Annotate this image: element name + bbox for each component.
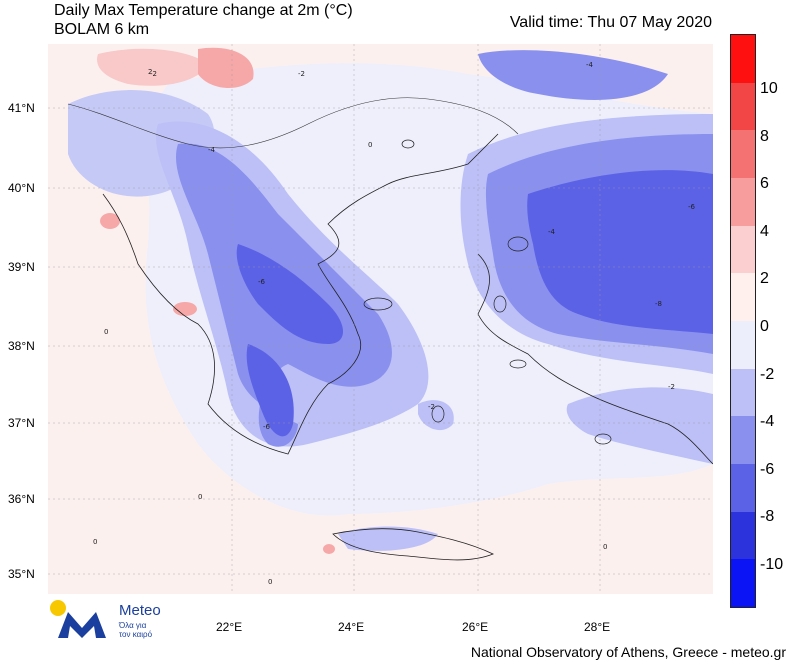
colorbar-swatch-4 [731,225,755,274]
colorbar-swatch-10 [731,511,755,560]
island-lesvos [507,236,529,252]
coastline-turkey [477,253,713,465]
field-plus2-corfu [100,213,120,229]
coastline-crete [332,528,494,561]
colorbar-label-minus6: -6 [760,461,775,478]
colorbar-swatch-11 [731,559,755,607]
coastline-mainland [102,133,499,455]
contour-label-10: -2 [428,403,435,411]
contour-label-6: -8 [655,300,662,308]
logo-tagline-1: Όλα για [119,621,147,630]
valid-time: Valid time: Thu 07 May 2020 [509,14,712,31]
logo-tagline: Όλα για τον καιρό [119,621,152,639]
colorbar-swatch-8 [731,416,755,464]
meteo-logo [50,600,106,638]
contour-label-3: -6 [258,278,266,286]
field-minus6-central [236,244,343,344]
field-plus2-north [97,48,208,86]
colorbar-label-6: 6 [760,175,769,192]
contour-label-11: 0 [104,328,108,336]
colorbar-label-minus10: -10 [760,556,784,573]
colorbar-label-10: 10 [760,80,778,97]
field-plus2-north-b [198,47,254,89]
lon-label-26: 26°E [462,620,489,634]
colorbar-swatch-1 [731,82,755,131]
footer-credit: National Observatory of Athens, Greece -… [470,644,786,660]
colorbar-label-minus4: -4 [760,413,775,430]
contour-label-16: 2 [148,68,152,76]
logo-sun-icon [50,600,66,616]
contour-label-18: -4 [586,61,594,69]
graticule [48,44,713,594]
lat-label-40: 40°N [8,181,35,195]
contour-label-14: 0 [268,578,272,586]
island-samos [509,359,527,369]
contour-label-12: 0 [198,493,202,501]
colorbar-swatch-7 [731,368,755,417]
lat-label-35: 35°N [8,567,35,581]
logo-m-icon [58,612,106,638]
field-plus2-crete-west [323,544,335,554]
field-minus6-peloponnese [246,344,294,437]
lat-label-36: 36°N [8,492,35,506]
colorbar-label-0: 0 [760,318,769,335]
contour-label-2: -4 [208,146,216,154]
temperature-change-map: -2 -4 -6 -6 -6 -8 -4 -2 -2 -2 0 0 0 0 0 … [48,44,713,594]
island-chios [493,295,507,313]
colorbar-label-8: 8 [760,128,769,145]
island-naxos [431,405,445,423]
contour-label-1: -2 [150,70,157,78]
contour-label-13: 0 [93,538,97,546]
logo-tagline-2: τον καιρό [119,630,153,639]
contour-label-15: 0 [603,543,607,551]
contour-label-9: -2 [668,383,675,391]
colorbar-swatch-6 [731,320,755,369]
contour-label-4: -6 [263,423,271,431]
colorbar-label-minus8: -8 [760,508,775,525]
island-rhodes [594,433,612,445]
field-minus2-cyclades [418,400,454,431]
contour-label-7: -4 [548,228,556,236]
colorbar-swatch-0 [731,35,755,83]
field-minus2-southeast [566,387,713,464]
field-plus2-patras [173,302,197,316]
colorbar-label-4: 4 [760,223,769,240]
field-minus4-northeast [478,50,668,100]
lon-label-22: 22°E [216,620,243,634]
colorbar-swatch-3 [731,177,755,226]
lat-label-41: 41°N [8,101,35,115]
island-thasos [401,139,415,149]
colorbar-label-2: 2 [760,270,769,287]
lat-label-37: 37°N [8,416,35,430]
colorbar-swatch-2 [731,130,755,178]
field-minus6-east [527,170,713,334]
contour-label-8: -2 [298,70,305,78]
lat-label-38: 38°N [8,339,35,353]
colorbar-swatch-9 [731,463,755,512]
lat-label-39: 39°N [8,260,35,274]
contour-label-17: 0 [368,141,372,149]
colorbar [730,34,756,608]
lon-label-28: 28°E [584,620,611,634]
model-subtitle: BOLAM 6 km [54,21,150,38]
colorbar-swatch-5 [731,273,755,321]
map-title: Daily Max Temperature change at 2m (°C) [54,2,353,19]
field-minus2-crete [338,526,438,551]
colorbar-label-minus2: -2 [760,366,775,383]
island-euboea [363,297,393,311]
logo-name: Meteo [119,602,161,619]
lon-label-24: 24°E [338,620,365,634]
contour-label-5: -6 [688,203,696,211]
border-lines [67,97,519,149]
